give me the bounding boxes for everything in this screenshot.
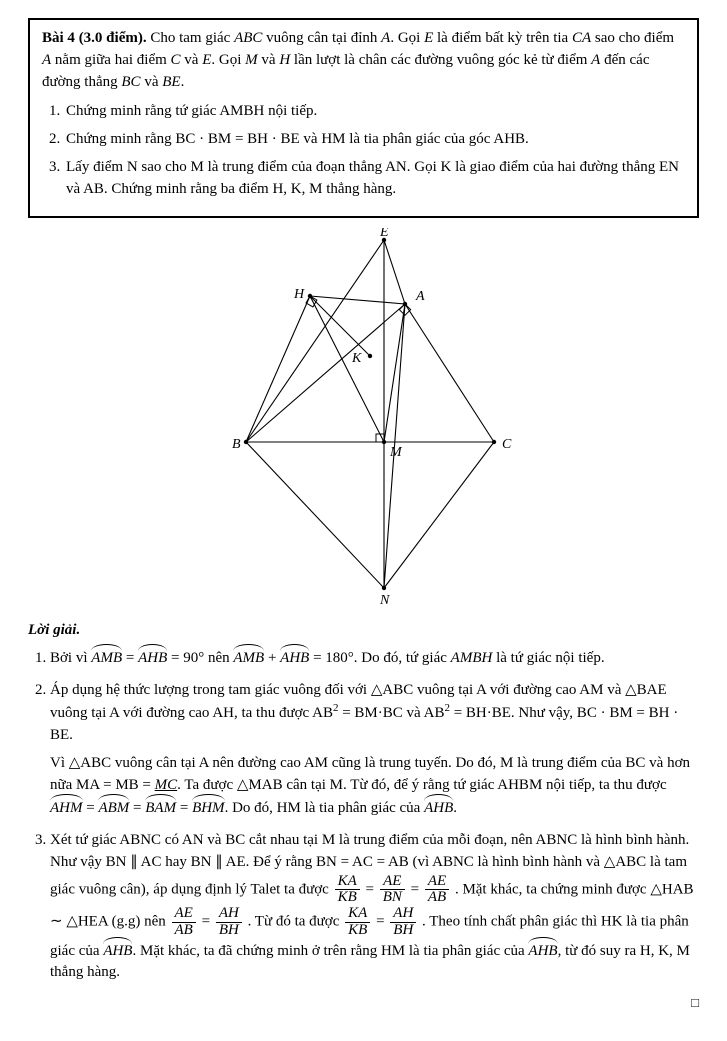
problem-statement: Bài 4 (3.0 điểm). Cho tam giác ABC vuông… (42, 30, 674, 90)
solution-item-3: Xét tứ giác ABNC có AN và BC cắt nhau tạ… (50, 830, 699, 984)
svg-text:B: B (232, 437, 241, 452)
solution-item-2: Áp dụng hệ thức lượng trong tam giác vuô… (50, 680, 699, 821)
problem-box: Bài 4 (3.0 điểm). Cho tam giác ABC vuông… (28, 18, 699, 218)
svg-text:K: K (351, 351, 362, 366)
svg-text:E: E (379, 228, 389, 240)
problem-points: (3.0 điểm). (79, 30, 147, 46)
svg-text:M: M (389, 445, 403, 460)
solution-list: Bởi vì AMB = AHB = 90° nên AMB + AHB = 1… (28, 646, 699, 984)
problem-part-2: Chứng minh rằng BC · BM = BH · BE và HM … (64, 129, 685, 151)
problem-parts: Chứng minh rằng tứ giác AMBH nội tiếp. C… (42, 101, 685, 200)
svg-text:C: C (502, 437, 512, 452)
problem-part-3: Lấy điểm N sao cho M là trung điểm của đ… (64, 157, 685, 201)
problem-part-1: Chứng minh rằng tứ giác AMBH nội tiếp. (64, 101, 685, 123)
solution-item-1: Bởi vì AMB = AHB = 90° nên AMB + AHB = 1… (50, 646, 699, 670)
svg-text:A: A (415, 289, 425, 304)
geometry-figure: E H A K B M C N (28, 228, 699, 616)
figure-svg: E H A K B M C N (194, 228, 534, 608)
solution-heading: Lời giải. (28, 620, 699, 642)
svg-text:N: N (379, 593, 390, 608)
svg-text:H: H (293, 287, 305, 302)
problem-label: Bài 4 (42, 30, 75, 46)
qed-symbol: □ (691, 994, 699, 1013)
